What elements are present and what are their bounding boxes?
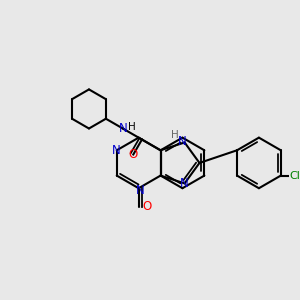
Text: O: O: [142, 200, 151, 213]
Text: O: O: [129, 148, 138, 161]
Text: N: N: [180, 177, 189, 190]
Text: N: N: [136, 184, 145, 197]
Text: N: N: [119, 122, 128, 135]
Text: N: N: [178, 134, 187, 148]
Text: Cl: Cl: [290, 171, 300, 181]
Text: H: H: [171, 130, 178, 140]
Text: H: H: [128, 122, 136, 132]
Text: N: N: [112, 144, 121, 157]
